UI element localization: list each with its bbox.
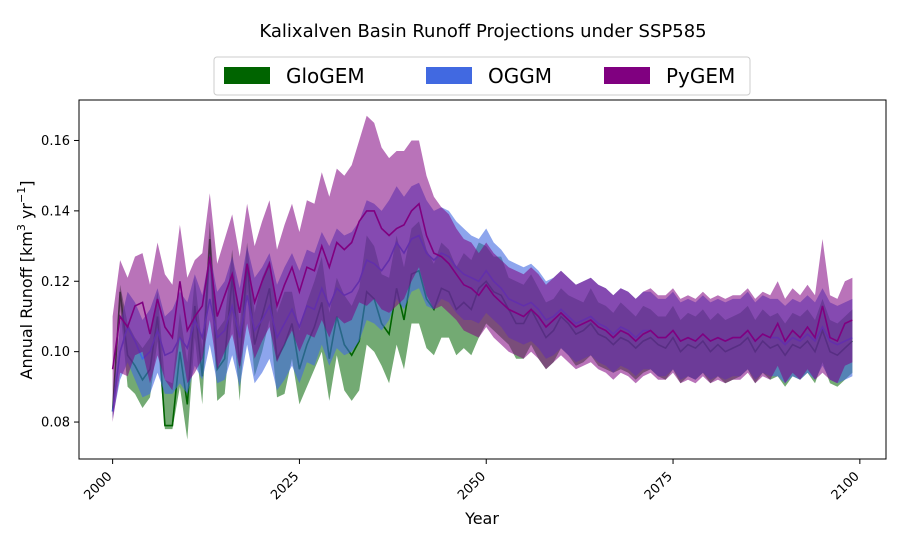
legend-swatch-pygem [604, 67, 650, 84]
pygem-range-band [112, 115, 853, 423]
y-tick-label: 0.16 [41, 134, 70, 149]
y-axis-label: Annual Runoff [km3 yr−1] [15, 181, 36, 380]
legend-label-oggm: OGGM [488, 64, 552, 88]
legend: GloGEM OGGM PyGEM [213, 56, 751, 96]
y-tick-label: 0.14 [41, 204, 70, 219]
y-axis-label-sup2: −1 [15, 187, 28, 203]
y-axis-label-sup1: 3 [15, 224, 28, 231]
chart-title: Kalixalven Basin Runoff Projections unde… [259, 21, 706, 42]
y-tick-label: 0.10 [41, 345, 70, 360]
plot-frame [78, 99, 887, 460]
x-tick-label: 2075 [642, 469, 676, 503]
y-axis-label-mid: yr [17, 203, 36, 225]
x-tick-label: 2050 [455, 469, 489, 503]
legend-label-pygem: PyGEM [666, 64, 735, 88]
plot-area [111, 115, 853, 440]
x-tick-label: 2025 [268, 469, 302, 503]
x-axis: 2000 2025 2050 2075 2100 [81, 459, 863, 503]
x-tick-label: 2000 [81, 469, 115, 503]
x-axis-label: Year [464, 509, 499, 528]
legend-label-glogem: GloGEM [286, 64, 365, 88]
y-tick-label: 0.08 [41, 416, 70, 431]
pygem-mean-line [111, 202, 853, 370]
y-axis: 0.08 0.10 0.12 0.14 0.16 [41, 134, 79, 431]
y-axis-label-suffix: ] [17, 181, 36, 187]
legend-swatch-glogem [224, 67, 270, 84]
y-axis-label-prefix: Annual Runoff [km [17, 231, 36, 379]
x-tick-label: 2100 [829, 469, 863, 503]
legend-frame [213, 56, 751, 96]
y-tick-label: 0.12 [41, 275, 70, 290]
legend-swatch-oggm [426, 67, 472, 84]
